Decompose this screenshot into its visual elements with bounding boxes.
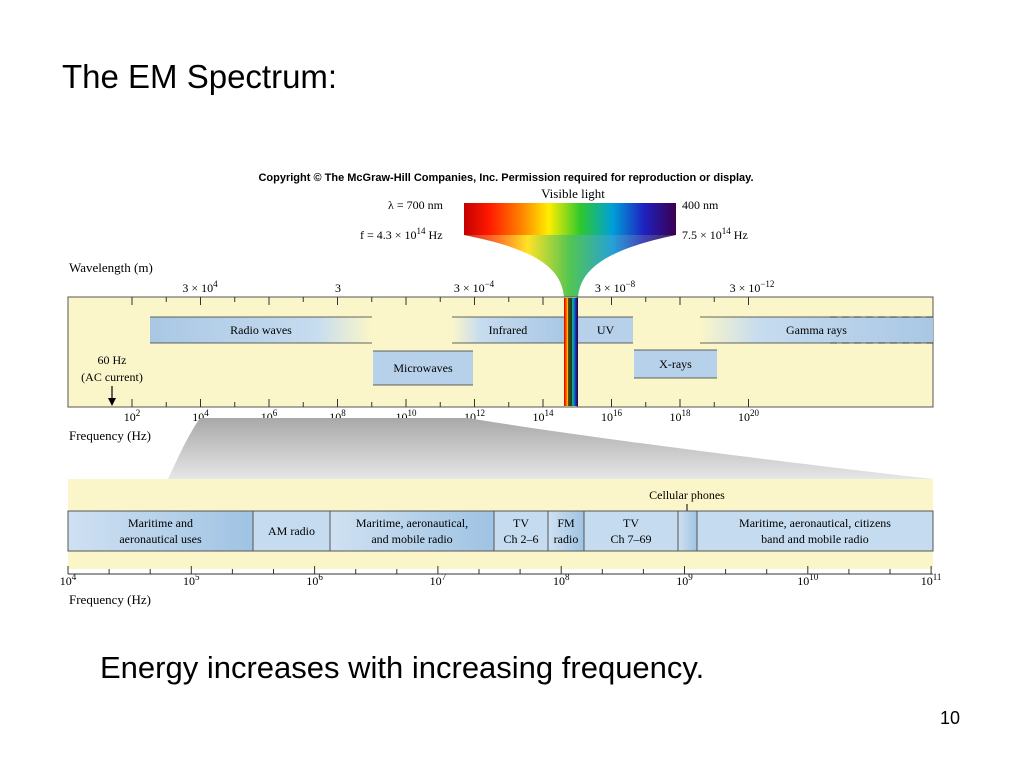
radio-segment-label-line2: aeronautical uses: [119, 532, 202, 546]
ac-arrow-head: [108, 398, 116, 406]
frequency-tick-label: 1018: [670, 408, 692, 424]
x-rays-band-label: X-rays: [659, 357, 692, 371]
em-spectrum-figure: Copyright © The McGraw-Hill Companies, I…: [60, 172, 942, 607]
visible-light-bar: [464, 203, 676, 235]
wavelength-tick-label: 3 × 10−8: [595, 279, 636, 295]
radio-segment: [677, 510, 698, 552]
radio-segment-label-line1: TV: [623, 516, 639, 530]
radio-detail-tick-label: 105: [183, 572, 200, 588]
page-number: 10: [939, 708, 960, 728]
radio-segment: [583, 510, 679, 552]
radio-segment-label-line1: Maritime, aeronautical, citizens: [739, 516, 891, 530]
cellular-phones-label: Cellular phones: [649, 488, 725, 502]
visible-light-label: Visible light: [541, 186, 605, 201]
wavelength-tick-labels: 3 × 104 3 3 × 10−4 3 × 10−8 3 × 10−12: [182, 279, 774, 295]
radio-detail-tick-label: 106: [306, 572, 323, 588]
radio-segment-label-line2: band and mobile radio: [761, 532, 869, 546]
radio-segment-label-line2: Ch 2–6: [503, 532, 538, 546]
uv-band: [578, 317, 633, 343]
frequency-tick-label: 1014: [533, 408, 555, 424]
wavelength-tick-label: 3 × 10−4: [454, 279, 495, 295]
wavelength-tick-label: 3 × 10−12: [730, 279, 775, 295]
wavelength-tick-label: 3: [335, 281, 341, 295]
infrared-band: [452, 317, 564, 343]
radio-detail-frequency-title: Frequency (Hz): [69, 592, 151, 607]
radio-segment-label-line1: TV: [513, 516, 529, 530]
radio-detail-tick-label: 109: [676, 572, 693, 588]
radio-segment: [252, 510, 331, 552]
x-rays-band: [634, 350, 717, 378]
gamma-rays-band: [700, 317, 933, 343]
visible-light-funnel: [464, 235, 676, 298]
frequency-tick-label: 1016: [601, 408, 623, 424]
radio-segment: [67, 510, 254, 552]
radio-detail-segments: Maritime and aeronautical uses AM radio Mar…: [67, 510, 934, 552]
radio-segment-label-line1: Maritime and: [128, 516, 193, 530]
zoom-fan: [168, 418, 933, 479]
infrared-band-label: Infrared: [489, 323, 528, 337]
slide-title: The EM Spectrum:: [62, 58, 338, 95]
copyright-notice: Copyright © The McGraw-Hill Companies, I…: [258, 172, 753, 184]
radio-segment: [696, 510, 934, 552]
visible-strip-core: [568, 298, 572, 406]
ac-note-line1: 60 Hz: [98, 353, 127, 367]
microwaves-band: [373, 351, 473, 385]
gamma-rays-band-label: Gamma rays: [786, 323, 847, 337]
radio-waves-band-label: Radio waves: [230, 323, 292, 337]
radio-detail-tick-label: 107: [430, 572, 447, 588]
radio-segment-label-line2: and mobile radio: [371, 532, 452, 546]
radio-detail-tick-label: 108: [553, 572, 570, 588]
frequency-tick-label: 1020: [738, 408, 760, 424]
spectrum-box: [67, 296, 934, 408]
spectrum-bands: Radio waves Microwaves Infrared UV X-rays Gam…: [150, 316, 933, 386]
radio-detail-tick-labels: 104 105 106 107 108 109 1010 1011: [60, 566, 942, 588]
visible-light-right-wavelength: 400 nm: [682, 198, 719, 212]
visible-light-left-wavelength: λ = 700 nm: [388, 198, 444, 212]
radio-segment-label-line2: Ch 7–69: [610, 532, 651, 546]
uv-band-label: UV: [597, 323, 615, 337]
slide-caption: Energy increases with increasing frequen…: [100, 650, 705, 685]
radio-segment-label-line1: FM: [557, 516, 575, 530]
radio-segment-label-line1: Maritime, aeronautical,: [356, 516, 468, 530]
spectrum-tick-marks: [131, 297, 749, 407]
frequency-axis-title: Frequency (Hz): [69, 428, 151, 443]
wavelength-tick-label: 3 × 104: [182, 279, 218, 295]
radio-segment: [329, 510, 495, 552]
radio-detail-tick-label: 104: [60, 572, 77, 588]
radio-segment-label: AM radio: [268, 524, 315, 538]
wavelength-axis-title: Wavelength (m): [69, 260, 153, 275]
radio-waves-band: [150, 317, 372, 343]
ac-note-line2: (AC current): [81, 370, 143, 384]
radio-segment-label-line2: radio: [554, 532, 579, 546]
radio-detail-tick-label: 1011: [921, 572, 942, 588]
radio-detail-tick-label: 1010: [797, 572, 819, 588]
frequency-tick-label: 102: [124, 408, 141, 424]
visible-light-right-frequency: 7.5 × 1014 Hz: [682, 226, 748, 242]
radio-segment: [547, 510, 585, 552]
microwaves-band-label: Microwaves: [393, 361, 453, 375]
visible-light-left-frequency: f = 4.3 × 1014 Hz: [360, 226, 443, 242]
